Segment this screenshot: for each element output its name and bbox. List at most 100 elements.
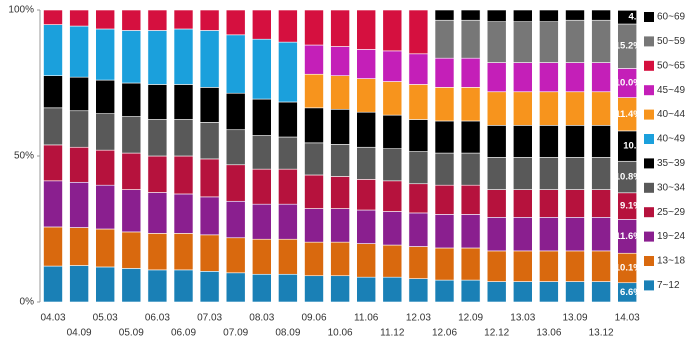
bar-segment [565,250,585,282]
bar-segment [199,87,220,123]
bar-segment [460,152,481,186]
bar-segment [147,269,168,303]
bar-segment [147,192,168,234]
bar-segment [382,276,403,303]
bar-segment [434,9,455,21]
bar-segment [460,9,481,21]
bar-segment [199,30,220,88]
x-tick-label: 08.09 [275,328,300,339]
bar-segment [539,9,559,22]
data-label: 4.7 [628,12,641,23]
bar-segment [539,125,559,158]
bar-segment [225,129,246,166]
bar-segment [356,9,377,50]
bar-segment [591,157,611,190]
bar-segment [304,241,324,277]
bar-segment [43,107,63,146]
bar-segment [173,28,194,85]
data-label: 9.1% [620,201,642,212]
x-tick-label: 04.09 [67,328,92,339]
bar-segment [460,279,481,303]
bar-segment [460,214,481,249]
data-label: 10.8% [615,172,642,183]
bar-segment [512,189,533,218]
data-label: 15.2% [615,41,642,52]
bar-segment [43,265,63,303]
bar-segment [382,50,403,82]
bar-segment [173,233,194,271]
bar-segment [591,281,611,303]
data-label: 10.1% [615,262,642,273]
x-tick-label: 10.06 [328,328,353,339]
bar-segment [225,237,246,274]
legend-swatch [644,158,654,169]
data-label: 11.6% [615,231,642,242]
bar-segment [460,57,481,88]
bar-segment [252,38,272,100]
x-tick-label: 05.09 [119,328,144,339]
bar-segment [356,111,377,148]
bar-segment [565,62,585,93]
bar-segment [408,183,429,214]
x-tick-label: 06.03 [145,313,170,324]
x-tick-label: 06.09 [171,328,196,339]
bar-segment [43,24,63,76]
bar-segment [330,9,350,47]
legend-swatch [644,134,654,144]
bar-segment [382,9,403,52]
bar-segment [43,75,63,109]
bar-segment [330,108,350,145]
legend-swatch [644,60,654,71]
bar-segment [173,9,194,30]
bar-segment [356,179,377,211]
bar-segment [356,78,377,113]
bar-segment [565,19,585,63]
bar-segment [460,120,481,154]
bar-segment [121,30,142,84]
bar-segment [512,125,533,158]
bar-segment [486,157,507,190]
legend-label: 50~59 [657,36,686,47]
bar-segment [591,19,611,63]
bar-segment [69,76,89,112]
bar-segment [539,157,559,190]
legend-swatch [644,85,654,96]
y-tick-label: 100% [8,5,34,16]
bar-segment [69,146,89,183]
bar-segment [199,122,220,160]
x-tick-label: 07.09 [223,328,248,339]
legend-label: 45~49 [657,85,686,96]
bar-segment [434,247,455,281]
bar-segment [539,21,559,63]
x-tick-label: 05.03 [93,313,118,324]
bar-segment [512,157,533,190]
x-tick-label: 04.03 [40,313,65,324]
bar-segment [225,272,246,303]
bar-segment [565,91,585,126]
bar-segment [382,114,403,150]
bar-segment [408,278,429,303]
x-tick-label: 12.09 [458,313,483,324]
bar-segment [304,142,324,176]
legend-label: 40~44 [657,109,686,120]
bar-segment [147,119,168,157]
bar-segment [356,243,377,278]
bar-segment [304,73,324,109]
x-tick-label: 11.06 [354,313,379,324]
bar-segment [69,227,89,266]
bar-segment [278,9,298,43]
legend-label: 35~39 [657,158,686,169]
bar-segment [565,9,585,21]
bar-segment [434,19,455,59]
x-tick-label: 14.03 [615,313,640,324]
bar-segment [565,157,585,190]
legend-swatch [644,182,654,193]
bar-segment [512,21,533,63]
bar-segment [225,200,246,239]
bar-segment [565,217,585,252]
legend-swatch [644,12,654,22]
bar-segment [173,155,194,195]
bar-segment [43,226,63,267]
bar-segment [69,9,89,27]
bar-segment [199,9,220,31]
